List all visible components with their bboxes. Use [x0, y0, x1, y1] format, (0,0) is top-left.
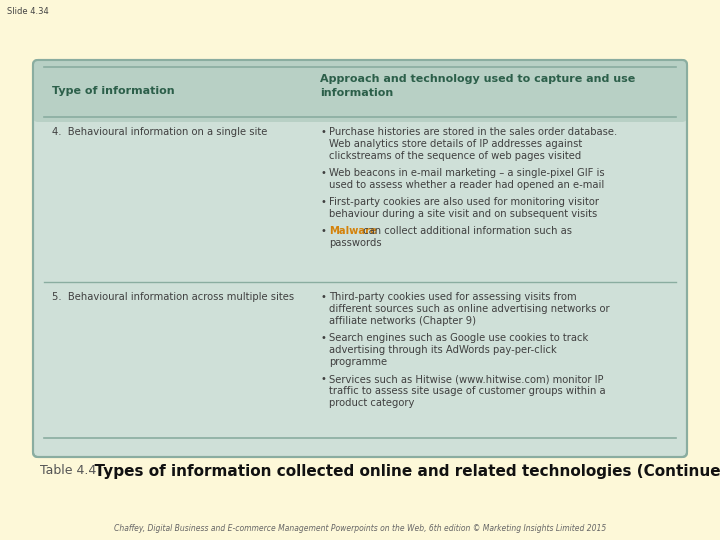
Text: Purchase histories are stored in the sales order database.: Purchase histories are stored in the sal…: [329, 127, 617, 137]
Text: Slide 4.34: Slide 4.34: [7, 7, 49, 16]
Text: used to assess whether a reader had opened an e-mail: used to assess whether a reader had open…: [329, 180, 604, 190]
Text: Web beacons in e-mail marketing – a single-pixel GIF is: Web beacons in e-mail marketing – a sing…: [329, 168, 605, 178]
Text: product category: product category: [329, 398, 415, 408]
Text: Approach and technology used to capture and use
information: Approach and technology used to capture …: [320, 75, 635, 98]
Text: •: •: [320, 168, 326, 178]
Text: advertising through its AdWords pay-per-click: advertising through its AdWords pay-per-…: [329, 345, 557, 355]
Text: Type of information: Type of information: [52, 86, 175, 96]
Text: Types of information collected online and related technologies (Continued): Types of information collected online an…: [84, 464, 720, 479]
Text: traffic to assess site usage of customer groups within a: traffic to assess site usage of customer…: [329, 386, 606, 396]
Text: passwords: passwords: [329, 238, 382, 248]
Text: programme: programme: [329, 357, 387, 367]
Text: different sources such as online advertising networks or: different sources such as online adverti…: [329, 304, 610, 314]
FancyBboxPatch shape: [33, 60, 687, 122]
FancyBboxPatch shape: [33, 60, 687, 457]
Text: Services such as Hitwise (www.hitwise.com) monitor IP: Services such as Hitwise (www.hitwise.co…: [329, 374, 603, 384]
Text: •: •: [320, 226, 326, 236]
Text: •: •: [320, 292, 326, 302]
Text: 5.  Behavioural information across multiple sites: 5. Behavioural information across multip…: [52, 292, 294, 302]
Text: •: •: [320, 333, 326, 343]
Text: Table 4.4: Table 4.4: [40, 464, 96, 477]
Text: •: •: [320, 374, 326, 384]
Text: affiliate networks (Chapter 9): affiliate networks (Chapter 9): [329, 316, 476, 326]
Text: behaviour during a site visit and on subsequent visits: behaviour during a site visit and on sub…: [329, 209, 598, 219]
Text: Third-party cookies used for assessing visits from: Third-party cookies used for assessing v…: [329, 292, 577, 302]
Text: can collect additional information such as: can collect additional information such …: [360, 226, 572, 236]
Text: •: •: [320, 127, 326, 137]
Text: Web analytics store details of IP addresses against: Web analytics store details of IP addres…: [329, 139, 582, 149]
Text: •: •: [320, 197, 326, 207]
Text: First-party cookies are also used for monitoring visitor: First-party cookies are also used for mo…: [329, 197, 599, 207]
Text: Malware: Malware: [329, 226, 377, 236]
Text: Search engines such as Google use cookies to track: Search engines such as Google use cookie…: [329, 333, 588, 343]
Text: Chaffey, Digital Business and E-commerce Management Powerpoints on the Web, 6th : Chaffey, Digital Business and E-commerce…: [114, 524, 606, 533]
Text: clickstreams of the sequence of web pages visited: clickstreams of the sequence of web page…: [329, 151, 581, 161]
Text: 4.  Behavioural information on a single site: 4. Behavioural information on a single s…: [52, 127, 267, 137]
